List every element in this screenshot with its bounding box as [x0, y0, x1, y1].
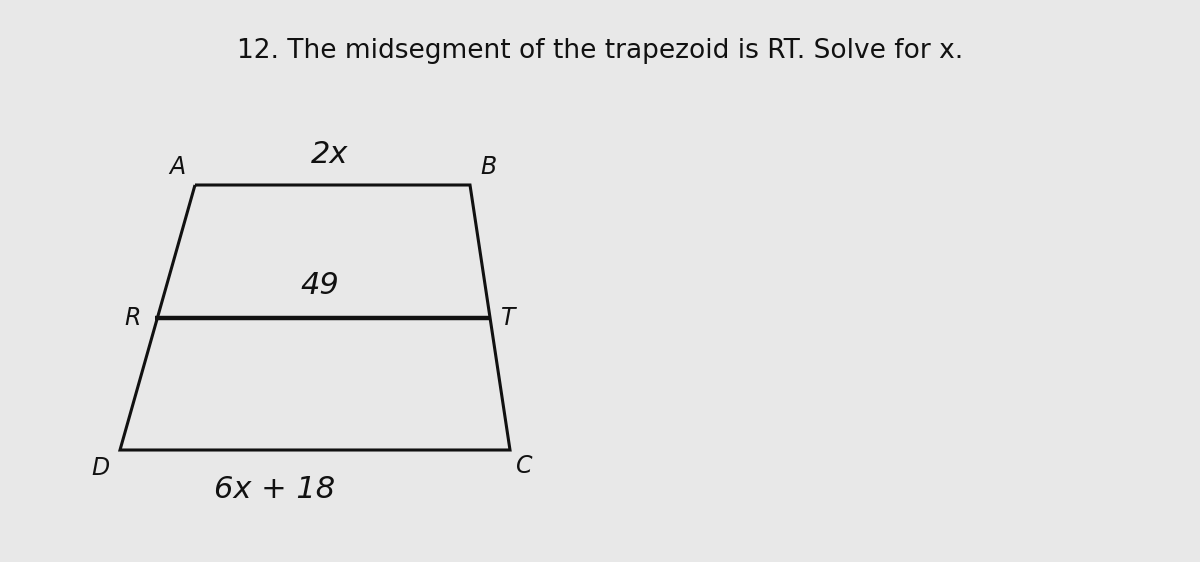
Text: T: T [500, 306, 515, 330]
Text: 12. The midsegment of the trapezoid is RT. Solve for x.: 12. The midsegment of the trapezoid is R… [236, 38, 964, 64]
Text: A: A [169, 155, 185, 179]
Text: D: D [91, 456, 109, 480]
Text: 49: 49 [301, 270, 340, 300]
Text: 6x + 18: 6x + 18 [215, 475, 336, 505]
Text: B: B [480, 155, 496, 179]
Text: C: C [516, 454, 533, 478]
Text: 2x: 2x [311, 140, 349, 170]
Text: R: R [125, 306, 142, 330]
